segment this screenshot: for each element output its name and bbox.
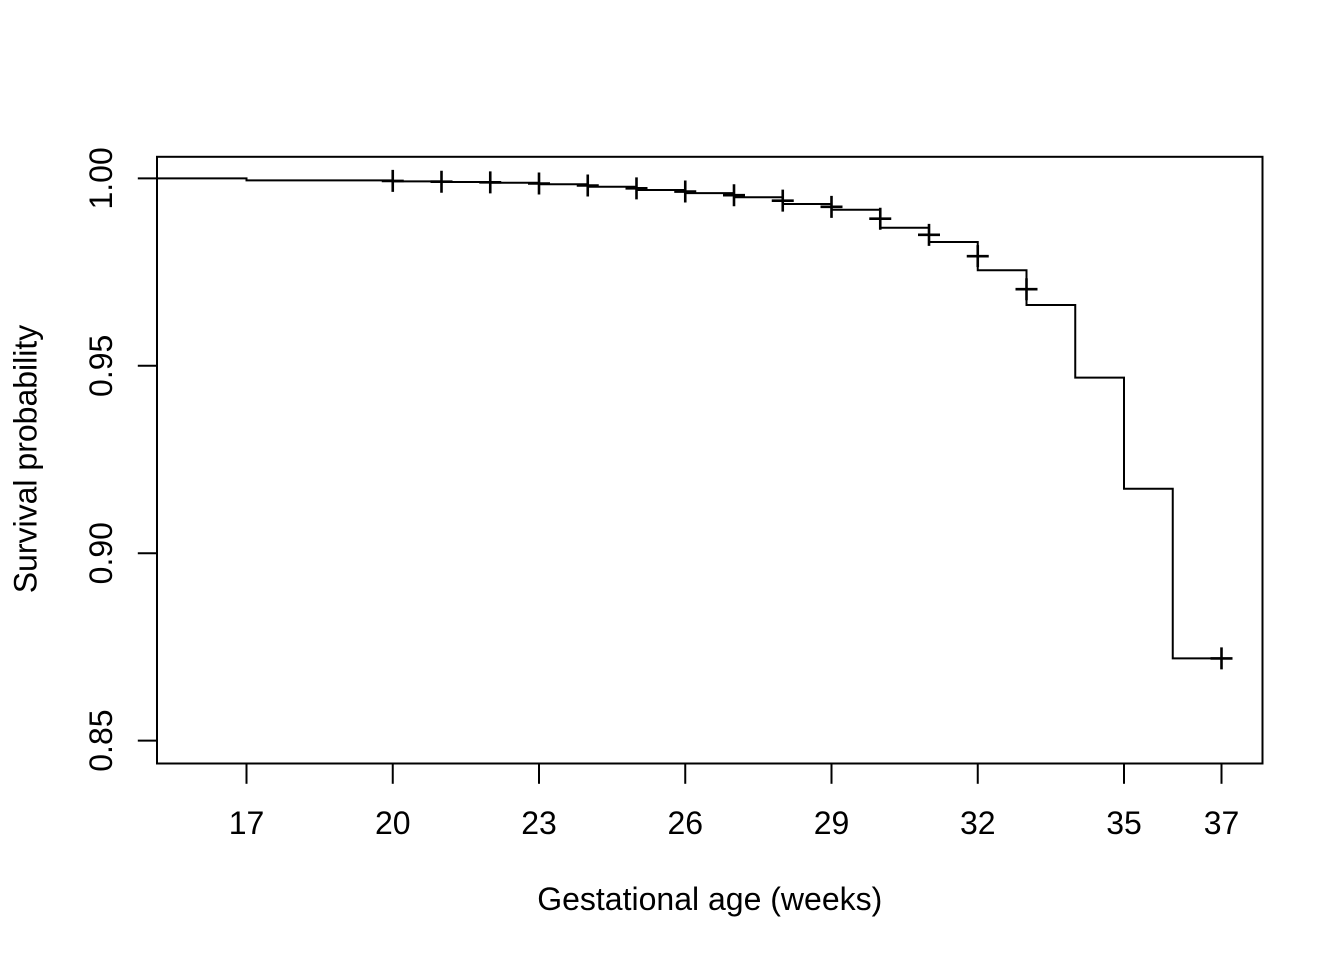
svg-text:17: 17 xyxy=(229,805,265,841)
svg-text:35: 35 xyxy=(1106,805,1142,841)
svg-text:Gestational age (weeks): Gestational age (weeks) xyxy=(537,881,882,917)
svg-text:Survival probability: Survival probability xyxy=(8,325,44,594)
svg-text:20: 20 xyxy=(375,805,411,841)
svg-text:0.90: 0.90 xyxy=(83,522,119,584)
svg-text:32: 32 xyxy=(960,805,996,841)
svg-text:26: 26 xyxy=(667,805,703,841)
svg-text:23: 23 xyxy=(521,805,557,841)
svg-text:1.00: 1.00 xyxy=(83,147,119,209)
svg-text:37: 37 xyxy=(1204,805,1240,841)
svg-text:0.85: 0.85 xyxy=(83,709,119,771)
svg-text:29: 29 xyxy=(814,805,850,841)
svg-text:0.95: 0.95 xyxy=(83,335,119,397)
